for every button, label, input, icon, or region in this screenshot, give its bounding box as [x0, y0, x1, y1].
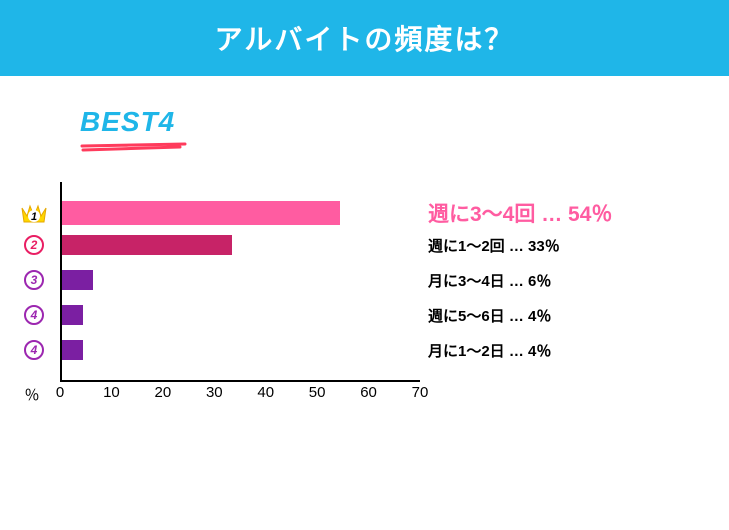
- bar: [62, 340, 83, 360]
- tick-label: 40: [257, 384, 274, 401]
- bar: [62, 305, 83, 325]
- content: BEST4 1週に3～4回 … 54％2週に1～2回 … 33％3月に3～4日 …: [0, 76, 729, 434]
- page-header: アルバイトの頻度は？: [0, 0, 729, 76]
- svg-text:1: 1: [31, 211, 37, 223]
- rank-badge: 3: [18, 270, 50, 290]
- bar: [62, 201, 340, 225]
- tick-label: 50: [309, 384, 326, 401]
- row-label: 月に1～2日 … 4％: [428, 340, 551, 361]
- chart-row: 1 週に3～4回 … 54％: [18, 200, 698, 226]
- row-label: 月に3～4日 … 6％: [428, 270, 551, 291]
- row-label: 週に5～6日 … 4％: [428, 305, 551, 326]
- chart: 1週に3～4回 … 54％2週に1～2回 … 33％3月に3～4日 … 6％4週…: [60, 182, 679, 414]
- chart-row: 4 月に1～2日 … 4％: [18, 340, 698, 360]
- tick-label: 20: [155, 384, 172, 401]
- row-label: 週に1～2回 … 33％: [428, 235, 560, 256]
- chart-row: 2 週に1～2回 … 33％: [18, 235, 698, 255]
- best-label: BEST4: [80, 106, 679, 138]
- x-axis-ticks: ％ 010203040506070: [60, 384, 420, 414]
- chart-row: 3 月に3～4日 … 6％: [18, 270, 698, 290]
- best-underline: [80, 142, 679, 152]
- bar: [62, 270, 93, 290]
- row-label: 週に3～4回 … 54％: [428, 198, 612, 228]
- tick-label: 70: [412, 384, 429, 401]
- tick-label: 10: [103, 384, 120, 401]
- chart-row: 4 週に5～6日 … 4％: [18, 305, 698, 325]
- tick-label: 30: [206, 384, 223, 401]
- tick-label: 60: [360, 384, 377, 401]
- crown-icon: 1: [18, 200, 50, 226]
- bar: [62, 235, 232, 255]
- header-title: アルバイトの頻度は？: [215, 24, 515, 55]
- rank-badge: 4: [18, 305, 50, 325]
- percent-symbol: ％: [24, 384, 39, 405]
- tick-label: 0: [56, 384, 64, 401]
- rank-badge: 4: [18, 340, 50, 360]
- chart-box: 1週に3～4回 … 54％2週に1～2回 … 33％3月に3～4日 … 6％4週…: [60, 182, 420, 382]
- rank-badge: 2: [18, 235, 50, 255]
